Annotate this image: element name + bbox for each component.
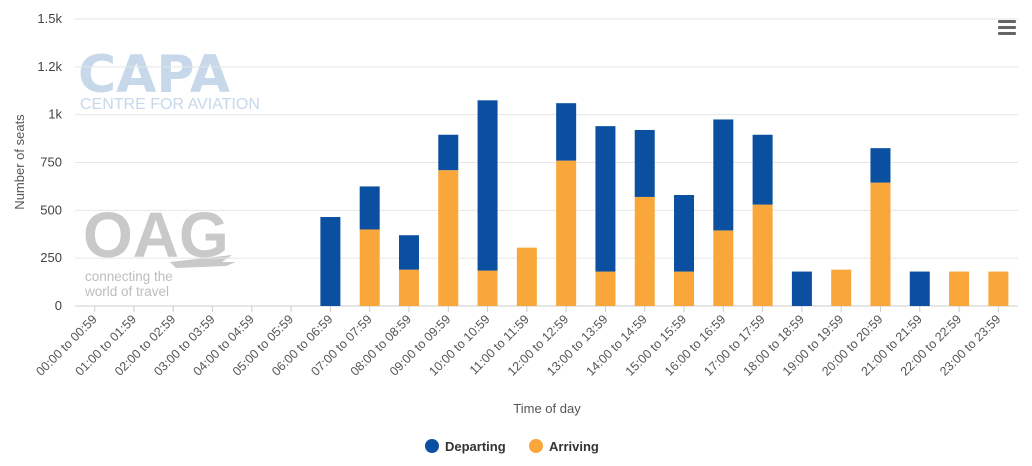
y-tick-label: 500	[40, 202, 62, 217]
oag-tagline-line-1: connecting the	[85, 269, 173, 284]
bar-departing[interactable]	[320, 217, 341, 306]
bar-arriving[interactable]	[595, 271, 616, 306]
oag-tagline-line-2: world of travel	[84, 284, 169, 299]
grid-lines	[75, 18, 1018, 307]
bar-arriving[interactable]	[831, 269, 852, 306]
x-axis-title: Time of day	[513, 401, 581, 416]
legend-item-departing[interactable]: Departing	[425, 439, 506, 454]
bar-arriving[interactable]	[477, 270, 498, 306]
y-tick-label: 1.5k	[37, 11, 62, 26]
bar-arriving[interactable]	[359, 229, 380, 306]
y-tick-label: 1k	[48, 107, 62, 122]
y-tick-label: 0	[55, 298, 62, 313]
bar-departing[interactable]	[674, 195, 695, 272]
bar-arriving[interactable]	[438, 170, 459, 306]
bar-arriving[interactable]	[398, 269, 419, 306]
bar-arriving[interactable]	[634, 196, 655, 306]
legend-marker	[529, 439, 543, 453]
bar-departing[interactable]	[791, 271, 812, 306]
bars	[320, 100, 1009, 306]
bar-arriving[interactable]	[556, 160, 577, 306]
legend-label: Arriving	[549, 439, 599, 454]
y-tick-label: 1.2k	[37, 59, 62, 74]
chart-menu-button[interactable]	[996, 20, 1018, 40]
bar-departing[interactable]	[909, 271, 930, 306]
watermark-layer: CAPA CENTRE FOR AVIATION OAG connecting …	[78, 45, 260, 299]
bar-arriving[interactable]	[870, 182, 891, 306]
bar-arriving[interactable]	[713, 230, 734, 306]
bar-arriving[interactable]	[674, 271, 695, 306]
bar-departing[interactable]	[752, 134, 773, 205]
legend-marker	[425, 439, 439, 453]
y-axis: 0 250 500 750 1k 1.2k 1.5k	[37, 11, 62, 313]
y-tick-label: 750	[40, 155, 62, 170]
bar-departing[interactable]	[438, 134, 459, 171]
bar-departing[interactable]	[634, 129, 655, 197]
bar-arriving[interactable]	[949, 271, 970, 306]
bar-departing[interactable]	[556, 103, 577, 161]
bar-departing[interactable]	[359, 186, 380, 230]
bar-departing[interactable]	[477, 100, 498, 271]
bar-departing[interactable]	[713, 119, 734, 231]
bar-arriving[interactable]	[988, 271, 1009, 306]
capa-logo: CAPA	[78, 45, 230, 105]
capa-subtitle: CENTRE FOR AVIATION	[80, 96, 260, 113]
bar-departing[interactable]	[398, 235, 419, 270]
bar-departing[interactable]	[595, 126, 616, 272]
hamburger-menu-icon	[998, 20, 1016, 23]
legend-item-arriving[interactable]: Arriving	[529, 439, 599, 454]
y-tick-label: 250	[40, 250, 62, 265]
y-axis-title: Number of seats	[12, 114, 27, 210]
bar-departing[interactable]	[870, 148, 891, 183]
bar-arriving[interactable]	[752, 204, 773, 306]
bar-arriving[interactable]	[516, 247, 537, 306]
legend-label: Departing	[445, 439, 506, 454]
legend: Departing Arriving	[425, 439, 599, 454]
